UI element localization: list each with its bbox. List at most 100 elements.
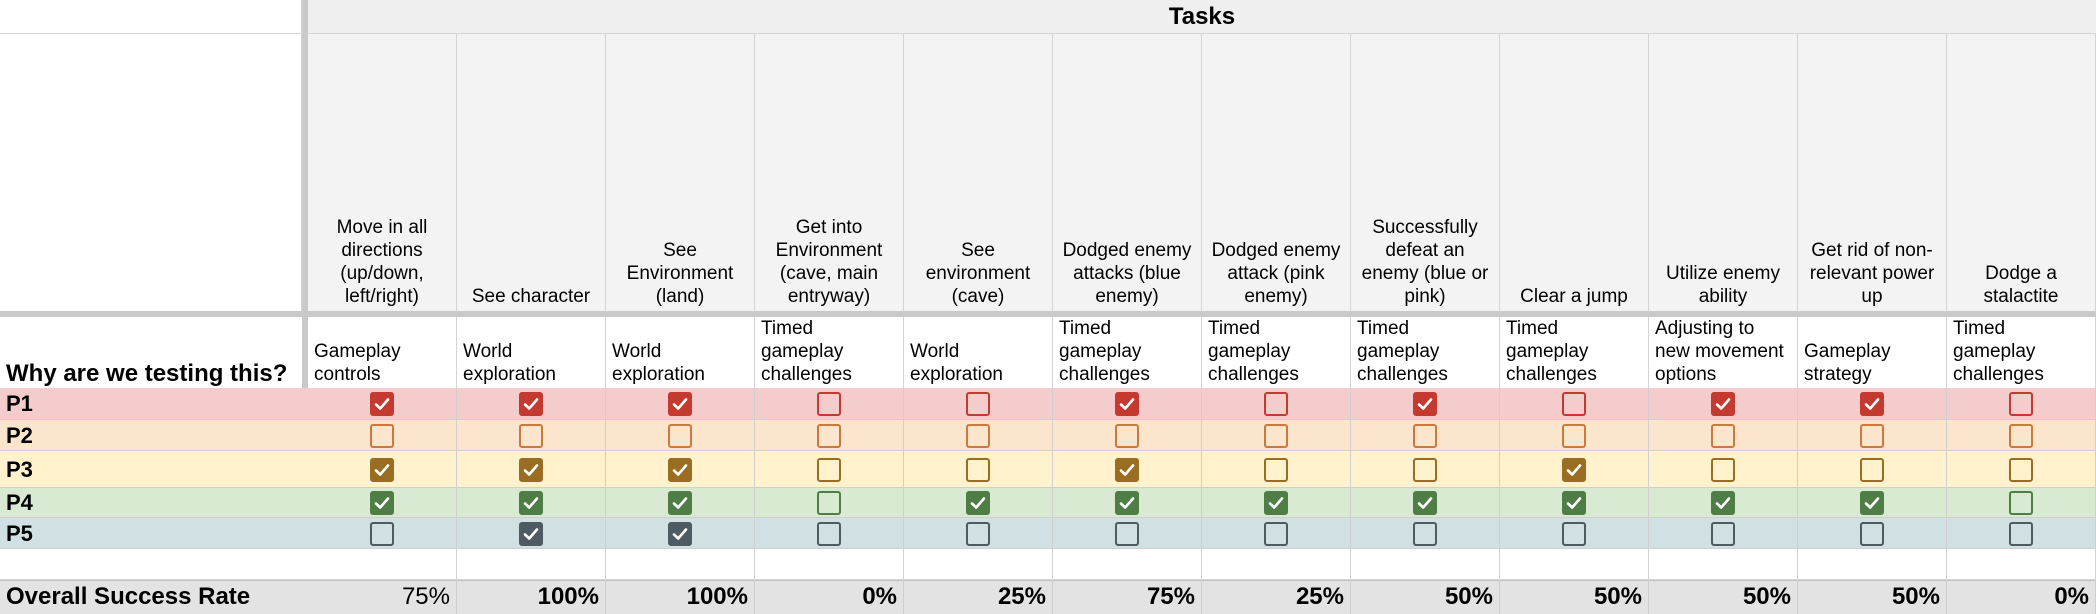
why-reason-cell[interactable]: World exploration <box>606 317 755 388</box>
checkbox-unchecked[interactable] <box>1115 521 1139 546</box>
why-reason-cell[interactable]: Timed gameplay challenges <box>1053 317 1202 388</box>
checkbox-unchecked[interactable] <box>1860 457 1884 482</box>
checkbox-unchecked[interactable] <box>1413 521 1437 546</box>
participant-label[interactable]: P3 <box>6 456 33 482</box>
success-rate-cell[interactable]: 75% <box>1053 580 1202 614</box>
checkbox-checked[interactable] <box>1115 457 1139 482</box>
success-rate-cell[interactable]: 0% <box>755 580 904 614</box>
checkbox-unchecked[interactable] <box>2009 521 2033 546</box>
checkbox-unchecked[interactable] <box>1562 521 1586 546</box>
participant-label[interactable]: P5 <box>6 520 33 546</box>
why-reason-cell[interactable]: Adjusting to new movement options <box>1649 317 1798 388</box>
checkbox-checked[interactable] <box>1562 457 1586 482</box>
checkbox-unchecked[interactable] <box>817 423 841 448</box>
checkbox-unchecked[interactable] <box>1264 521 1288 546</box>
task-header-cell[interactable]: See character <box>457 34 606 311</box>
checkbox-unchecked[interactable] <box>1711 423 1735 448</box>
checkbox-unchecked[interactable] <box>370 423 394 448</box>
checkbox-unchecked[interactable] <box>817 521 841 546</box>
checkbox-checked[interactable] <box>519 392 543 416</box>
checkbox-unchecked[interactable] <box>519 423 543 448</box>
checkbox-unchecked[interactable] <box>1115 423 1139 448</box>
checkbox-checked[interactable] <box>1115 491 1139 515</box>
checkbox-unchecked[interactable] <box>1264 457 1288 482</box>
success-rate-cell[interactable]: 25% <box>904 580 1053 614</box>
why-reason-cell[interactable]: World exploration <box>457 317 606 388</box>
why-reason-cell[interactable]: Timed gameplay challenges <box>1351 317 1500 388</box>
checkbox-unchecked[interactable] <box>966 521 990 546</box>
checkbox-unchecked[interactable] <box>1264 423 1288 448</box>
checkbox-unchecked[interactable] <box>1562 423 1586 448</box>
checkbox-checked[interactable] <box>668 521 692 546</box>
checkbox-checked[interactable] <box>370 457 394 482</box>
why-reason-cell[interactable]: Timed gameplay challenges <box>1202 317 1351 388</box>
checkbox-unchecked[interactable] <box>1264 392 1288 416</box>
checkbox-checked[interactable] <box>519 491 543 515</box>
task-header-cell[interactable]: Get into Environment (cave, main entrywa… <box>755 34 904 311</box>
checkbox-unchecked[interactable] <box>966 457 990 482</box>
checkbox-checked[interactable] <box>668 457 692 482</box>
task-header-cell[interactable]: Dodged enemy attacks (blue enemy) <box>1053 34 1202 311</box>
checkbox-checked[interactable] <box>519 521 543 546</box>
success-rate-cell[interactable]: 50% <box>1798 580 1947 614</box>
participant-label[interactable]: P4 <box>6 490 33 515</box>
task-header-cell[interactable]: Clear a jump <box>1500 34 1649 311</box>
checkbox-checked[interactable] <box>1413 392 1437 416</box>
task-header-cell[interactable]: Dodged enemy attack (pink enemy) <box>1202 34 1351 311</box>
checkbox-checked[interactable] <box>1562 491 1586 515</box>
success-rate-cell[interactable]: 50% <box>1500 580 1649 614</box>
success-rate-cell[interactable]: 75% <box>308 580 457 614</box>
why-reason-cell[interactable]: Timed gameplay challenges <box>1947 317 2096 388</box>
checkbox-unchecked[interactable] <box>1413 457 1437 482</box>
success-rate-cell[interactable]: 50% <box>1649 580 1798 614</box>
checkbox-unchecked[interactable] <box>817 491 841 515</box>
checkbox-unchecked[interactable] <box>1413 423 1437 448</box>
checkbox-unchecked[interactable] <box>966 392 990 416</box>
checkbox-checked[interactable] <box>370 491 394 515</box>
task-header-cell[interactable]: See Environment (land) <box>606 34 755 311</box>
checkbox-unchecked[interactable] <box>1711 457 1735 482</box>
checkbox-unchecked[interactable] <box>1860 521 1884 546</box>
checkbox-unchecked[interactable] <box>370 521 394 546</box>
task-header-cell[interactable]: Get rid of non-relevant power up <box>1798 34 1947 311</box>
checkbox-checked[interactable] <box>1115 392 1139 416</box>
why-reason-cell[interactable]: Gameplay controls <box>308 317 457 388</box>
checkbox-unchecked[interactable] <box>817 392 841 416</box>
success-rate-cell[interactable]: 100% <box>457 580 606 614</box>
checkbox-checked[interactable] <box>370 392 394 416</box>
corner-cell[interactable] <box>0 0 302 311</box>
task-header-cell[interactable]: Utilize enemy ability <box>1649 34 1798 311</box>
checkbox-checked[interactable] <box>1860 392 1884 416</box>
task-header-cell[interactable]: Successfully defeat an enemy (blue or pi… <box>1351 34 1500 311</box>
task-header-cell[interactable]: Move in all directions (up/down, left/ri… <box>308 34 457 311</box>
checkbox-unchecked[interactable] <box>966 423 990 448</box>
checkbox-unchecked[interactable] <box>817 457 841 482</box>
checkbox-checked[interactable] <box>668 392 692 416</box>
why-reason-cell[interactable]: Timed gameplay challenges <box>755 317 904 388</box>
why-reason-cell[interactable]: World exploration <box>904 317 1053 388</box>
empty-row[interactable] <box>0 549 2096 580</box>
success-rate-cell[interactable]: 50% <box>1351 580 1500 614</box>
checkbox-checked[interactable] <box>519 457 543 482</box>
why-reason-cell[interactable]: Gameplay strategy <box>1798 317 1947 388</box>
tasks-header-band[interactable]: Tasks <box>308 0 2096 34</box>
checkbox-unchecked[interactable] <box>2009 457 2033 482</box>
checkbox-unchecked[interactable] <box>1860 423 1884 448</box>
checkbox-checked[interactable] <box>966 491 990 515</box>
checkbox-unchecked[interactable] <box>2009 392 2033 416</box>
checkbox-checked[interactable] <box>1413 491 1437 515</box>
participant-label[interactable]: P1 <box>6 391 33 416</box>
task-header-cell[interactable]: See environment (cave) <box>904 34 1053 311</box>
why-row-label-cell[interactable]: Why are we testing this? <box>0 317 302 388</box>
checkbox-unchecked[interactable] <box>2009 491 2033 515</box>
overall-label[interactable]: Overall Success Rate <box>6 583 251 610</box>
checkbox-checked[interactable] <box>1264 491 1288 515</box>
participant-label[interactable]: P2 <box>6 422 33 448</box>
checkbox-unchecked[interactable] <box>668 423 692 448</box>
checkbox-unchecked[interactable] <box>1562 392 1586 416</box>
success-rate-cell[interactable]: 100% <box>606 580 755 614</box>
checkbox-checked[interactable] <box>668 491 692 515</box>
checkbox-checked[interactable] <box>1711 392 1735 416</box>
success-rate-cell[interactable]: 25% <box>1202 580 1351 614</box>
checkbox-unchecked[interactable] <box>1711 521 1735 546</box>
